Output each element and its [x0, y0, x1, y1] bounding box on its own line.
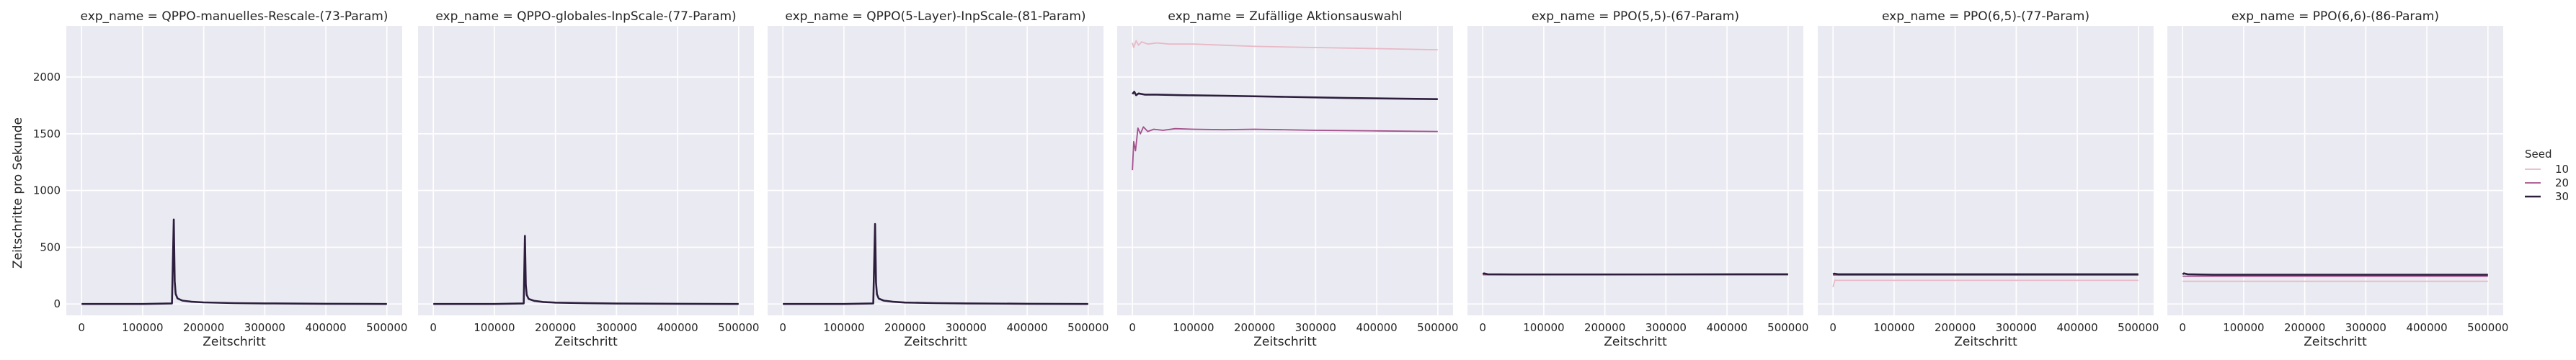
- x-tick-label: 500000: [1417, 321, 1458, 334]
- x-tick-label: 100000: [2223, 321, 2264, 334]
- series-line-seed-10: [1832, 279, 2138, 287]
- x-tick-label: 500000: [1067, 321, 1109, 334]
- x-tick-label: 300000: [2345, 321, 2386, 334]
- series-line-seed-20: [1132, 126, 1438, 171]
- x-tick-label: 400000: [305, 321, 346, 334]
- x-tick-label: 300000: [1645, 321, 1687, 334]
- x-tick-label: 0: [779, 321, 786, 334]
- panel-title: exp_name = QPPO(5-Layer)-InpScale-(81-Pa…: [785, 9, 1085, 24]
- x-tick-label: 500000: [366, 321, 407, 334]
- y-tick-label: 2000: [33, 71, 61, 84]
- x-tick-label: 400000: [657, 321, 698, 334]
- plot-area: [1818, 26, 2154, 315]
- x-tick-label: 300000: [1295, 321, 1336, 334]
- x-tick-label: 200000: [1935, 321, 1976, 334]
- panel-title: exp_name = Zufällige Aktionsauswahl: [1168, 9, 1402, 24]
- legend-label: 10: [2555, 163, 2569, 176]
- series-line-seed-30: [783, 222, 1088, 305]
- facet-panel-4: exp_name = Zufällige Aktionsauswahl 0 1000…: [1117, 9, 1458, 349]
- plot-area: [1117, 26, 1453, 315]
- x-axis-label: Zeitschritt: [1253, 335, 1317, 349]
- x-tick-label: 0: [430, 321, 437, 334]
- panel-title: exp_name = QPPO-manuelles-Rescale-(73-Pa…: [81, 9, 388, 24]
- x-tick-label: 0: [2179, 321, 2186, 334]
- series-line-seed-30: [1482, 272, 1788, 276]
- x-tick-label: 400000: [1356, 321, 1397, 334]
- x-tick-label: 100000: [823, 321, 864, 334]
- x-tick-label: 100000: [1523, 321, 1564, 334]
- plot-area: [2167, 26, 2503, 315]
- x-tick-label: 500000: [718, 321, 759, 334]
- facet-panel-6: exp_name = PPO(6,5)-(77-Param) 0 100000 200…: [1818, 9, 2159, 349]
- y-tick-label: 500: [40, 240, 61, 253]
- x-tick-label: 400000: [2406, 321, 2447, 334]
- y-tick-label: 1000: [33, 184, 61, 197]
- legend-label: 30: [2555, 190, 2569, 203]
- x-tick-label: 200000: [535, 321, 576, 334]
- facet-panel-7: exp_name = PPO(6,6)-(86-Param) 0 100000 200…: [2167, 9, 2508, 349]
- x-tick-label: 100000: [1173, 321, 1214, 334]
- panel-title: exp_name = PPO(5,5)-(67-Param): [1532, 9, 1739, 24]
- x-tick-label: 300000: [596, 321, 637, 334]
- x-tick-label: 200000: [1234, 321, 1275, 334]
- x-axis-label: Zeitschritt: [203, 335, 266, 349]
- series-line-seed-10: [1132, 40, 1438, 50]
- x-tick-label: 0: [1129, 321, 1136, 334]
- x-axis-label: Zeitschritt: [1604, 335, 1667, 349]
- x-tick-label: 300000: [946, 321, 987, 334]
- x-tick-label: 0: [1829, 321, 1836, 334]
- facet-panel-1: exp_name = QPPO-manuelles-Rescale-(73-Pa…: [33, 9, 408, 349]
- x-tick-label: 300000: [1996, 321, 2037, 334]
- y-tick-label: 1500: [33, 127, 61, 140]
- legend-label: 20: [2555, 176, 2569, 189]
- facet-panels: exp_name = QPPO-manuelles-Rescale-(73-Pa…: [33, 9, 2509, 349]
- y-tick-label: 0: [53, 297, 61, 310]
- plot-area: [768, 26, 1103, 315]
- legend-title: Seed: [2525, 148, 2552, 161]
- series-line-seed-30: [433, 235, 739, 305]
- x-tick-label: 300000: [244, 321, 285, 334]
- x-tick-label: 500000: [2118, 321, 2159, 334]
- plot-area: [418, 26, 754, 315]
- x-tick-label: 200000: [183, 321, 224, 334]
- x-tick-label: 400000: [1706, 321, 1747, 334]
- plot-area: [1467, 26, 1803, 315]
- x-axis-label: Zeitschritt: [2304, 335, 2367, 349]
- x-tick-label: 0: [78, 321, 85, 334]
- x-tick-label: 400000: [1006, 321, 1047, 334]
- x-tick-label: 100000: [122, 321, 163, 334]
- x-tick-label: 400000: [2056, 321, 2097, 334]
- facet-panel-2: exp_name = QPPO-globales-InpScale-(77-Pa…: [418, 9, 759, 349]
- y-axis-label: Zeitschritte pro Sekunde: [11, 117, 25, 269]
- plot-area: [66, 26, 402, 315]
- series-line-seed-30: [2182, 272, 2488, 276]
- x-tick-label: 100000: [474, 321, 515, 334]
- x-tick-label: 0: [1479, 321, 1486, 334]
- facet-panel-3: exp_name = QPPO(5-Layer)-InpScale-(81-Pa…: [768, 9, 1109, 349]
- x-tick-label: 500000: [1767, 321, 1808, 334]
- x-tick-label: 200000: [2284, 321, 2325, 334]
- series-line-seed-30: [1132, 91, 1438, 100]
- x-tick-label: 200000: [1584, 321, 1625, 334]
- series-line-seed-30: [81, 218, 387, 305]
- panel-title: exp_name = PPO(6,5)-(77-Param): [1882, 9, 2089, 24]
- x-tick-label: 100000: [1873, 321, 1914, 334]
- x-tick-label: 200000: [884, 321, 925, 334]
- panel-title: exp_name = QPPO-globales-InpScale-(77-Pa…: [435, 9, 736, 24]
- panel-title: exp_name = PPO(6,6)-(86-Param): [2231, 9, 2439, 24]
- x-axis-label: Zeitschritt: [554, 335, 618, 349]
- x-axis-label: Zeitschritt: [904, 335, 967, 349]
- x-axis-label: Zeitschritt: [1954, 335, 2017, 349]
- facet-panel-5: exp_name = PPO(5,5)-(67-Param) 0 100000 200…: [1467, 9, 1808, 349]
- x-tick-label: 500000: [2467, 321, 2508, 334]
